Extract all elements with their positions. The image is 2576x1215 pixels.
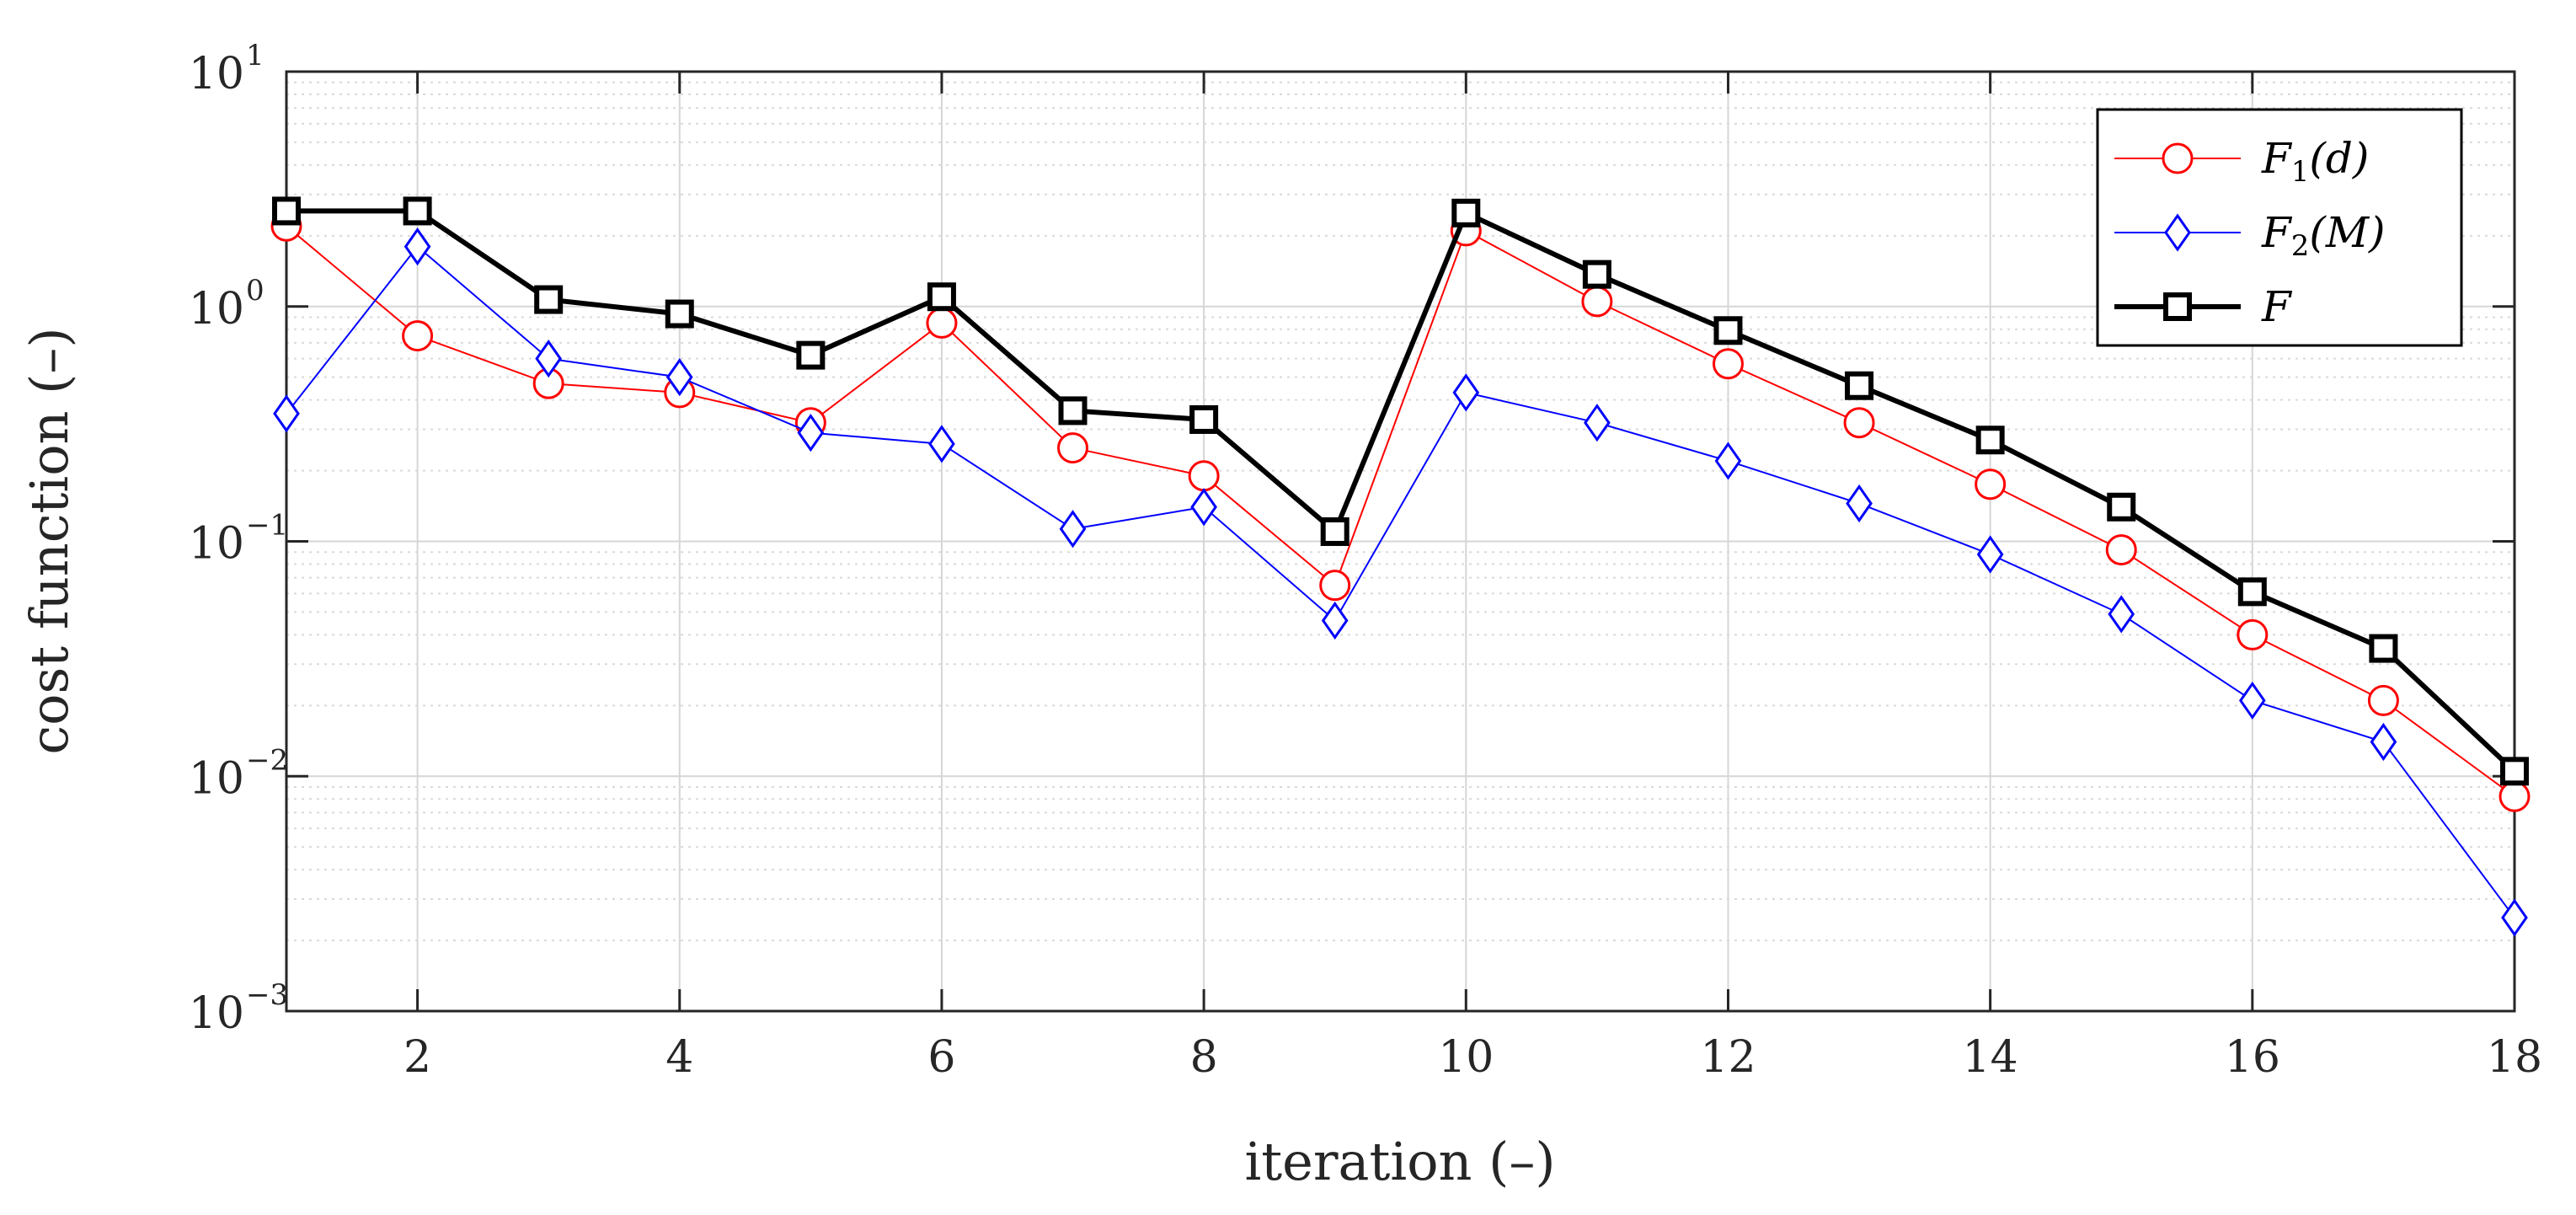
y-tick-label-base: 10 bbox=[189, 988, 244, 1039]
data-point bbox=[1846, 484, 1873, 523]
series-line bbox=[286, 208, 2517, 773]
data-point bbox=[1189, 404, 1219, 434]
data-point bbox=[1843, 407, 1875, 439]
data-point bbox=[2105, 534, 2137, 566]
data-point bbox=[797, 413, 825, 452]
x-tick-label: 6 bbox=[927, 1032, 955, 1083]
data-point bbox=[2367, 684, 2399, 716]
legend-entry: F2(M) bbox=[2114, 208, 2386, 263]
data-point bbox=[1714, 442, 1742, 480]
y-tick-label: 10 0 bbox=[189, 274, 265, 335]
y-axis-title: cost function (–) bbox=[19, 327, 80, 754]
data-point bbox=[1321, 601, 1349, 640]
y-tick-label-base: 10 bbox=[189, 49, 244, 99]
data-point bbox=[272, 196, 301, 226]
data-point bbox=[2369, 634, 2398, 663]
axis-ticks bbox=[286, 70, 2516, 1013]
data-point bbox=[2499, 780, 2531, 812]
data-point bbox=[2107, 492, 2136, 522]
y-tick-label-exponent: 0 bbox=[246, 274, 265, 308]
data-point bbox=[403, 196, 432, 226]
x-tick-label: 2 bbox=[404, 1032, 431, 1083]
legend-marker bbox=[2162, 142, 2194, 174]
data-point bbox=[1451, 198, 1481, 227]
data-point bbox=[2237, 618, 2269, 650]
x-tick-label: 8 bbox=[1190, 1032, 1218, 1083]
y-tick-label-base: 10 bbox=[189, 284, 244, 335]
y-tick-label-exponent: −1 bbox=[246, 509, 288, 543]
series-layer bbox=[270, 196, 2531, 937]
data-point bbox=[1584, 404, 1611, 442]
data-point bbox=[1581, 286, 1613, 318]
legend-label: F bbox=[2261, 282, 2293, 331]
data-point bbox=[1188, 460, 1220, 492]
y-tick-label-exponent: −3 bbox=[246, 978, 288, 1012]
data-point bbox=[1845, 371, 1874, 400]
x-tick-label: 4 bbox=[665, 1032, 693, 1083]
data-point bbox=[1059, 510, 1087, 549]
data-point bbox=[404, 227, 431, 266]
data-point bbox=[665, 358, 693, 397]
series-line bbox=[286, 225, 2515, 798]
y-tick-label: 10 −3 bbox=[189, 978, 288, 1039]
data-point bbox=[1976, 535, 2004, 574]
data-point bbox=[2238, 681, 2266, 720]
data-point bbox=[1319, 570, 1351, 602]
y-tick-label: 10 −1 bbox=[189, 509, 288, 570]
data-point bbox=[535, 339, 563, 378]
legend-entry: F bbox=[2114, 282, 2293, 331]
data-point bbox=[2108, 595, 2135, 634]
data-point bbox=[927, 282, 956, 312]
legend-marker bbox=[2164, 213, 2191, 252]
y-tick-label: 10 1 bbox=[189, 39, 265, 99]
legend-label: F2(M) bbox=[2261, 208, 2386, 263]
data-point bbox=[1975, 426, 2005, 455]
x-tick-label: 14 bbox=[1963, 1032, 2018, 1083]
series-3 bbox=[272, 196, 2529, 786]
data-point bbox=[273, 394, 300, 433]
data-point bbox=[2501, 898, 2528, 937]
y-tick-label-exponent: −2 bbox=[246, 743, 288, 777]
x-axis-title: iteration (–) bbox=[1244, 1131, 1555, 1192]
x-tick-label: 10 bbox=[1438, 1032, 1494, 1083]
legend-marker bbox=[2163, 292, 2192, 321]
legend: F1(d) F2(M) F bbox=[2096, 108, 2463, 347]
data-point bbox=[2237, 577, 2267, 607]
data-point bbox=[1190, 488, 1217, 527]
data-point bbox=[665, 299, 694, 329]
x-tick-label: 12 bbox=[1700, 1032, 1756, 1083]
data-point bbox=[2500, 757, 2529, 786]
data-point bbox=[1712, 348, 1744, 380]
data-point bbox=[926, 307, 958, 339]
y-tick-label: 10 −2 bbox=[189, 743, 288, 804]
x-tick-labels: 2 4 6 8 10 12 14 16 18 bbox=[404, 1032, 2542, 1083]
data-point bbox=[2370, 722, 2397, 762]
y-tick-label-base: 10 bbox=[189, 753, 244, 804]
series-2 bbox=[273, 227, 2528, 937]
data-point bbox=[796, 340, 826, 370]
legend-label: F1(d) bbox=[2261, 134, 2369, 189]
y-tick-label-exponent: 1 bbox=[246, 39, 265, 72]
series-line bbox=[286, 245, 2515, 918]
data-point bbox=[928, 425, 955, 463]
data-point bbox=[1320, 517, 1349, 546]
data-point bbox=[1452, 373, 1480, 412]
data-point bbox=[1057, 432, 1089, 464]
legend-entry: F1(d) bbox=[2114, 134, 2369, 189]
data-point bbox=[1713, 316, 1743, 345]
series-1 bbox=[270, 210, 2531, 812]
y-tick-label-base: 10 bbox=[189, 519, 244, 570]
x-tick-label: 16 bbox=[2225, 1032, 2280, 1083]
data-point bbox=[534, 285, 564, 314]
data-point bbox=[402, 320, 434, 352]
x-tick-label: 18 bbox=[2487, 1032, 2542, 1083]
data-point bbox=[1975, 468, 2007, 500]
data-point bbox=[1058, 396, 1088, 426]
data-point bbox=[1582, 260, 1611, 289]
